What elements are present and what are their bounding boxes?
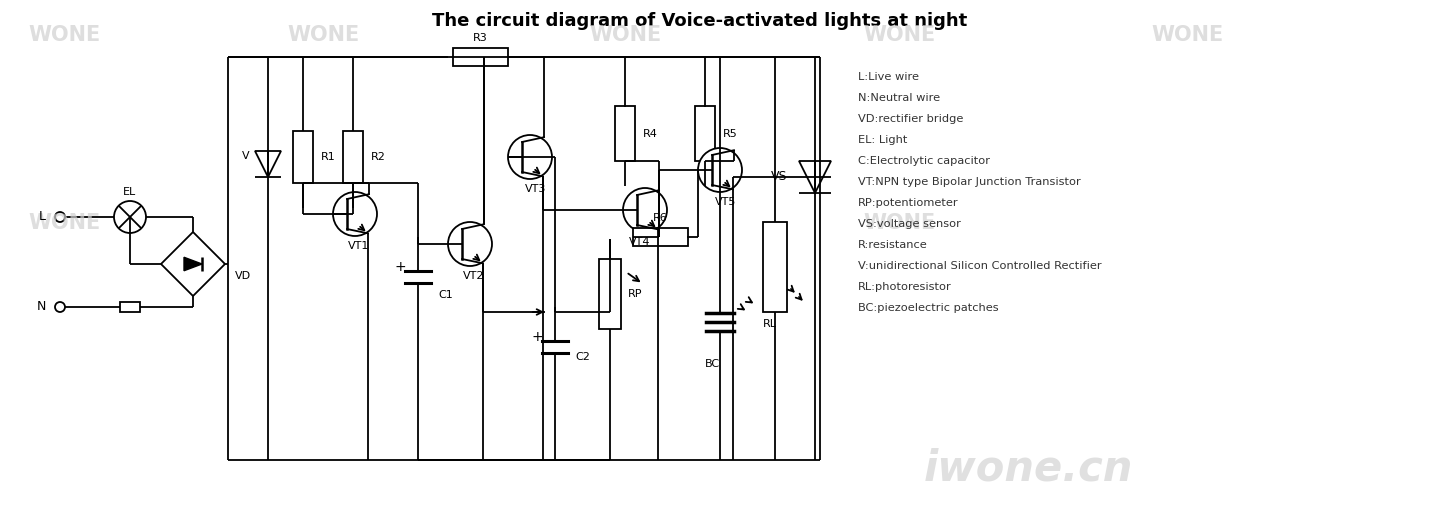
Text: BC: BC (705, 359, 720, 369)
Bar (633, 228, 688, 246)
Text: +: + (394, 260, 406, 274)
Text: C1: C1 (437, 290, 453, 300)
Polygon shape (255, 151, 281, 177)
Text: RP:potentiometer: RP:potentiometer (858, 198, 958, 208)
Text: The circuit diagram of Voice-activated lights at night: The circuit diagram of Voice-activated l… (432, 12, 967, 30)
Bar (695, 106, 715, 161)
Circle shape (623, 188, 668, 232)
Text: VT1: VT1 (348, 241, 370, 251)
Text: RL:photoresistor: RL:photoresistor (858, 282, 951, 292)
Text: +: + (531, 330, 543, 344)
Text: VT4: VT4 (629, 237, 650, 247)
Text: VD:rectifier bridge: VD:rectifier bridge (858, 114, 963, 124)
Text: EL: EL (124, 187, 137, 197)
Text: VT5: VT5 (715, 197, 737, 207)
Text: N: N (36, 301, 46, 313)
Text: L:Live wire: L:Live wire (858, 72, 920, 82)
Text: BC:piezoelectric patches: BC:piezoelectric patches (858, 303, 999, 313)
Text: WONE: WONE (1151, 24, 1223, 45)
Bar (342, 131, 363, 183)
Text: C:Electrolytic capacitor: C:Electrolytic capacitor (858, 156, 990, 166)
Text: R3: R3 (472, 33, 488, 43)
Text: C2: C2 (576, 352, 590, 362)
Polygon shape (184, 257, 201, 271)
Text: WONE: WONE (29, 24, 101, 45)
Circle shape (55, 302, 65, 312)
Text: R6: R6 (653, 213, 668, 223)
Text: R:resistance: R:resistance (858, 240, 928, 250)
Text: iwone.cn: iwone.cn (924, 447, 1134, 489)
Bar (294, 131, 314, 183)
Circle shape (55, 212, 65, 222)
Bar (614, 106, 635, 161)
Text: RP: RP (627, 289, 642, 299)
Circle shape (114, 201, 145, 233)
Text: VS: VS (770, 170, 787, 184)
Text: EL: Light: EL: Light (858, 135, 908, 145)
Bar (453, 48, 508, 66)
Text: VT2: VT2 (463, 271, 485, 281)
Circle shape (698, 148, 743, 192)
Text: VD: VD (235, 271, 250, 281)
Bar (599, 259, 622, 329)
Text: R5: R5 (722, 129, 738, 139)
Bar (763, 222, 787, 312)
Circle shape (508, 135, 553, 179)
Polygon shape (799, 161, 830, 193)
Text: WONE: WONE (863, 24, 935, 45)
Bar (119, 302, 140, 312)
Text: N:Neutral wire: N:Neutral wire (858, 93, 940, 103)
Text: R4: R4 (643, 129, 658, 139)
Text: VT3: VT3 (525, 184, 547, 194)
Text: VT:NPN type Bipolar Junction Transistor: VT:NPN type Bipolar Junction Transistor (858, 177, 1081, 187)
Text: RL: RL (763, 319, 777, 329)
Text: WONE: WONE (863, 213, 935, 234)
Circle shape (332, 192, 377, 236)
Text: R1: R1 (321, 152, 335, 162)
Text: WONE: WONE (29, 213, 101, 234)
Text: L: L (39, 211, 46, 223)
Text: WONE: WONE (590, 24, 662, 45)
Text: V:unidirectional Silicon Controlled Rectifier: V:unidirectional Silicon Controlled Rect… (858, 261, 1102, 271)
Text: V: V (242, 151, 250, 161)
Circle shape (448, 222, 492, 266)
Text: R2: R2 (371, 152, 386, 162)
Text: WONE: WONE (288, 24, 360, 45)
Text: VS:voltage sensor: VS:voltage sensor (858, 219, 961, 229)
